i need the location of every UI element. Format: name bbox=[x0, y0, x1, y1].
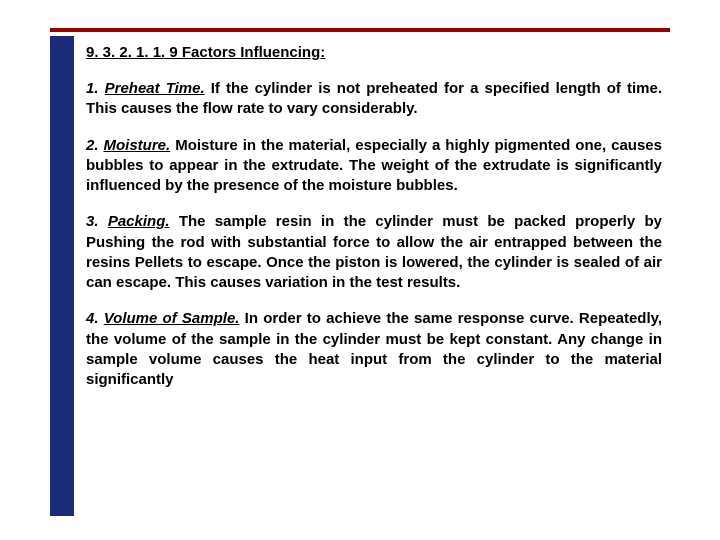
factor-2-label: Moisture. bbox=[104, 137, 171, 154]
factor-3: 3. Packing. The sample resin in the cyli… bbox=[86, 212, 662, 293]
top-rule bbox=[50, 28, 670, 32]
factor-4-num: 4. bbox=[86, 310, 99, 327]
factor-3-num: 3. bbox=[86, 213, 99, 230]
factor-4-label: Volume of Sample. bbox=[104, 310, 240, 327]
factor-3-text: The sample resin in the cylinder must be… bbox=[86, 213, 662, 291]
content-area: 9. 3. 2. 1. 1. 9 Factors Influencing: 1.… bbox=[86, 44, 662, 406]
factor-1-label: Preheat Time. bbox=[105, 80, 205, 97]
section-heading: 9. 3. 2. 1. 1. 9 Factors Influencing: bbox=[86, 44, 662, 61]
factor-2-text: Moisture in the material, especially a h… bbox=[86, 137, 662, 195]
factor-2-num: 2. bbox=[86, 137, 99, 154]
factor-1: 1. Preheat Time. If the cylinder is not … bbox=[86, 79, 662, 120]
side-bar bbox=[50, 36, 74, 516]
factor-2: 2. Moisture. Moisture in the material, e… bbox=[86, 136, 662, 197]
factor-4: 4. Volume of Sample. In order to achieve… bbox=[86, 309, 662, 390]
factor-3-label: Packing. bbox=[108, 213, 170, 230]
factor-1-num: 1. bbox=[86, 80, 99, 97]
